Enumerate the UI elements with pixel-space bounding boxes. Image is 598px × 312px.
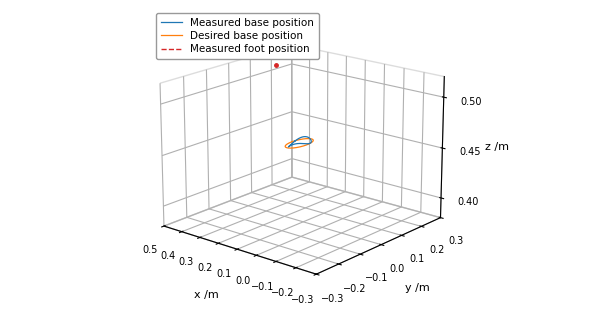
X-axis label: x /m: x /m [194,290,219,300]
Legend: Measured base position, Desired base position, Measured foot position: Measured base position, Desired base pos… [156,13,319,60]
Y-axis label: y /m: y /m [405,283,430,293]
